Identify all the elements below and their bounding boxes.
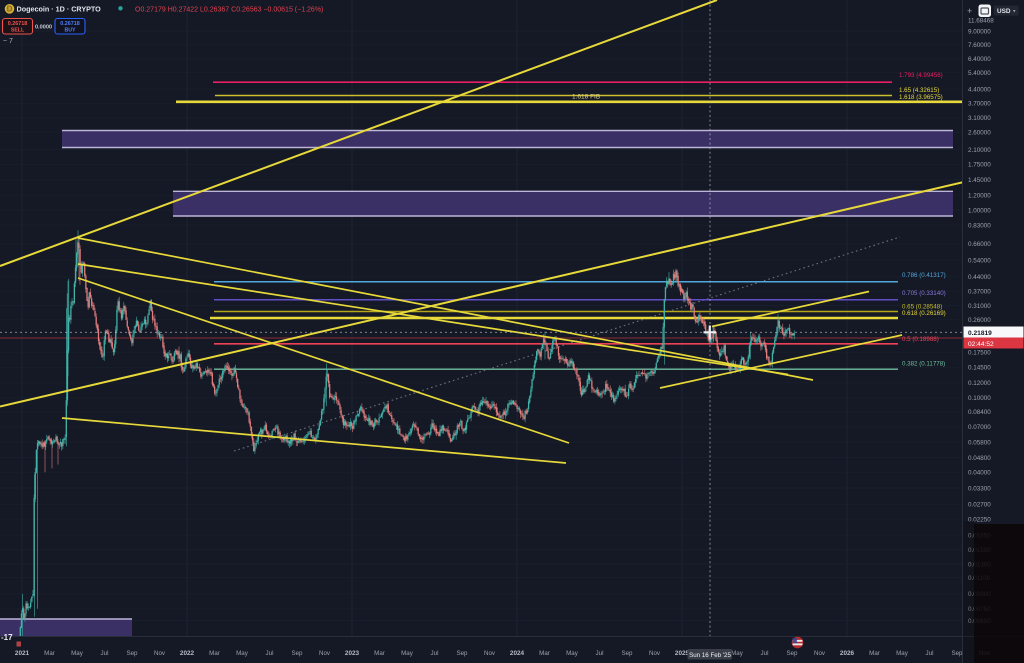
svg-text:-17: -17	[1, 633, 13, 642]
svg-text:0.14500: 0.14500	[968, 365, 991, 372]
svg-text:0.5 (0.18988): 0.5 (0.18988)	[902, 336, 939, 343]
svg-text:0.03300: 0.03300	[968, 485, 991, 492]
svg-text:0.17500: 0.17500	[968, 349, 991, 356]
svg-text:Mar: Mar	[539, 650, 550, 657]
svg-text:Sep: Sep	[621, 650, 633, 657]
svg-text:1.45000: 1.45000	[968, 177, 991, 184]
svg-text:Nov: Nov	[319, 650, 331, 657]
svg-text:May: May	[236, 650, 249, 657]
svg-text:Dogecoin · 1D · CRYPTO: Dogecoin · 1D · CRYPTO	[17, 5, 102, 14]
svg-text:0.10000: 0.10000	[968, 395, 991, 402]
svg-text:0.02250: 0.02250	[968, 517, 991, 524]
svg-text:Nov: Nov	[484, 650, 496, 657]
svg-text:Jul: Jul	[266, 650, 274, 657]
svg-text:Nov: Nov	[649, 650, 661, 657]
svg-text:0.31000: 0.31000	[968, 303, 991, 310]
svg-text:O0.27179 H0.27422 L0.26367 C0.: O0.27179 H0.27422 L0.26367 C0.26563 −0.0…	[135, 7, 323, 14]
svg-text:02:44:52: 02:44:52	[968, 341, 994, 348]
svg-text:0.02700: 0.02700	[968, 502, 991, 509]
svg-text:Mar: Mar	[44, 650, 55, 657]
svg-text:Nov: Nov	[814, 650, 826, 657]
svg-text:May: May	[71, 650, 84, 657]
svg-text:Mar: Mar	[869, 650, 880, 657]
svg-text:Sep: Sep	[126, 650, 138, 657]
svg-text:▾: ▾	[1013, 9, 1016, 15]
svg-text:Jul: Jul	[761, 650, 769, 657]
svg-text:4.40000: 4.40000	[968, 87, 991, 94]
svg-text:2021: 2021	[15, 650, 30, 657]
svg-text:Jul: Jul	[926, 650, 934, 657]
svg-text:7.60000: 7.60000	[968, 42, 991, 49]
svg-text:6.40000: 6.40000	[968, 56, 991, 63]
svg-text:0.786 (0.41317): 0.786 (0.41317)	[902, 272, 946, 279]
svg-text:0.37000: 0.37000	[968, 288, 991, 295]
svg-text:May: May	[731, 650, 744, 657]
svg-text:BUY: BUY	[65, 28, 76, 34]
svg-text:0.21819: 0.21819	[968, 330, 992, 337]
svg-text:0.12000: 0.12000	[968, 380, 991, 387]
svg-text:Mar: Mar	[374, 650, 385, 657]
svg-text:0.26718: 0.26718	[60, 21, 80, 27]
svg-text:11.68468: 11.68468	[968, 17, 994, 24]
svg-text:0.66000: 0.66000	[968, 241, 991, 248]
svg-text:SELL: SELL	[11, 28, 25, 34]
svg-text:0.65 (0.28548): 0.65 (0.28548)	[902, 304, 942, 311]
svg-text:0.08400: 0.08400	[968, 409, 991, 416]
svg-text:2026: 2026	[840, 650, 855, 657]
svg-text:0.26000: 0.26000	[968, 317, 991, 324]
svg-text:Sep: Sep	[291, 650, 303, 657]
svg-text:9.00000: 9.00000	[968, 28, 991, 35]
svg-text:2.10000: 2.10000	[968, 147, 991, 154]
svg-text:3.70000: 3.70000	[968, 101, 991, 108]
svg-text:D: D	[7, 5, 13, 14]
svg-text:Sep: Sep	[951, 650, 963, 657]
svg-text:0.07000: 0.07000	[968, 424, 991, 431]
svg-text:2023: 2023	[345, 650, 360, 657]
svg-text:+: +	[967, 6, 972, 16]
svg-text:May: May	[566, 650, 579, 657]
svg-text:USD: USD	[997, 8, 1011, 15]
svg-text:0.26718: 0.26718	[8, 21, 28, 27]
svg-text:May: May	[896, 650, 909, 657]
svg-text:Jul: Jul	[101, 650, 109, 657]
svg-text:Mar: Mar	[209, 650, 220, 657]
svg-text:1.75000: 1.75000	[968, 162, 991, 169]
svg-text:0.44000: 0.44000	[968, 274, 991, 281]
svg-text:5.40000: 5.40000	[968, 70, 991, 77]
svg-text:0.0000: 0.0000	[35, 25, 52, 31]
svg-text:0.83000: 0.83000	[968, 223, 991, 230]
svg-text:0.05800: 0.05800	[968, 439, 991, 446]
svg-text:Sun 16 Feb '25: Sun 16 Feb '25	[689, 652, 731, 659]
svg-text:0.705 (0.33140): 0.705 (0.33140)	[902, 290, 946, 297]
svg-text:Sep: Sep	[786, 650, 798, 657]
svg-text:0.54000: 0.54000	[968, 258, 991, 265]
svg-text:May: May	[401, 650, 414, 657]
svg-text:1.793 (4.99456): 1.793 (4.99456)	[899, 72, 943, 79]
svg-text:1.618 (3.96575): 1.618 (3.96575)	[899, 94, 943, 101]
svg-text:Jul: Jul	[431, 650, 439, 657]
svg-text:Nov: Nov	[154, 650, 166, 657]
svg-text:Sep: Sep	[456, 650, 468, 657]
svg-text:2.60000: 2.60000	[968, 130, 991, 137]
svg-text:0.04000: 0.04000	[968, 470, 991, 477]
svg-text:1.00000: 1.00000	[968, 207, 991, 214]
svg-text:3.10000: 3.10000	[968, 115, 991, 122]
svg-text:1.65 (4.32615): 1.65 (4.32615)	[899, 87, 939, 94]
svg-text:0.618 (0.26169): 0.618 (0.26169)	[902, 310, 946, 317]
svg-text:~ 7: ~ 7	[3, 38, 13, 45]
svg-text:0.04800: 0.04800	[968, 455, 991, 462]
svg-text:1.618 FIB: 1.618 FIB	[572, 94, 600, 101]
svg-text:2024: 2024	[510, 650, 525, 657]
svg-text:0.382 (0.11778): 0.382 (0.11778)	[902, 361, 945, 368]
svg-text:2025: 2025	[675, 650, 690, 657]
svg-text:Jul: Jul	[596, 650, 604, 657]
svg-text:2022: 2022	[180, 650, 195, 657]
svg-text:1.20000: 1.20000	[968, 192, 991, 199]
